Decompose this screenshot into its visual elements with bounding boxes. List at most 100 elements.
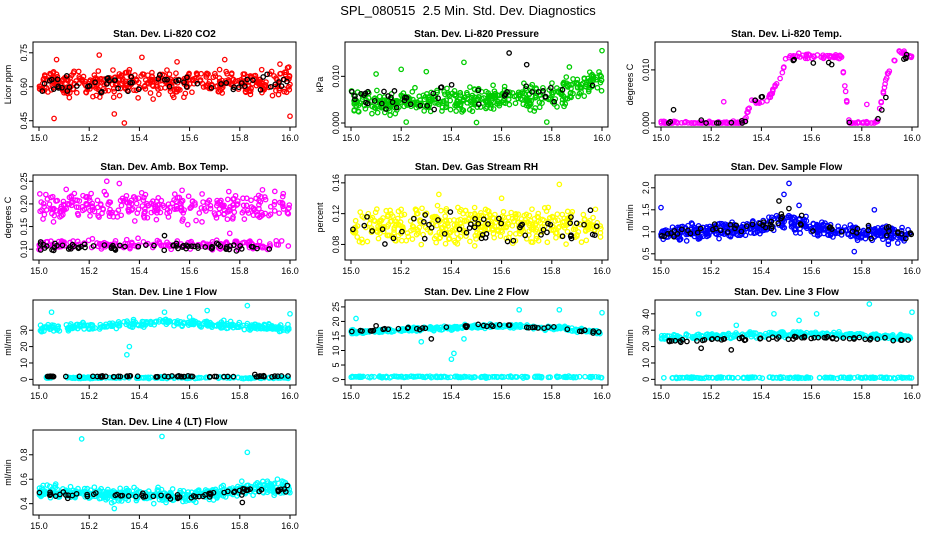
data-point (174, 59, 180, 65)
data-point (444, 85, 450, 92)
data-point (563, 74, 570, 80)
data-point (746, 105, 753, 112)
data-point (205, 71, 211, 77)
data-point (461, 336, 467, 342)
y-tick-label: 0.20 (19, 195, 29, 213)
data-point (543, 119, 550, 125)
data-point (37, 247, 44, 253)
data-point (574, 80, 581, 86)
data-point (110, 67, 116, 73)
data-point (401, 97, 408, 104)
data-point (383, 207, 390, 214)
data-point (371, 217, 377, 224)
y-axis-label: kPa (315, 77, 325, 93)
data-point (478, 212, 485, 219)
data-point (383, 106, 389, 112)
x-tick-label: 15.6 (803, 133, 821, 143)
y-tick-label: 0.15 (19, 218, 29, 236)
data-point (183, 84, 190, 90)
series-sensor-upper (658, 301, 915, 344)
data-point (428, 224, 435, 231)
data-point (506, 101, 513, 108)
x-tick-label: 15.8 (543, 133, 561, 143)
data-point (184, 74, 190, 81)
data-point (41, 80, 48, 87)
data-point (457, 208, 463, 215)
data-point (463, 229, 470, 236)
data-point (364, 213, 370, 220)
data-point (161, 204, 168, 211)
data-point (91, 484, 98, 491)
data-point (118, 202, 125, 209)
data-point (218, 197, 224, 204)
data-point (716, 235, 722, 242)
data-point (350, 226, 356, 233)
data-point (90, 243, 97, 249)
data-point (583, 81, 590, 88)
data-point (498, 223, 505, 230)
data-point (486, 95, 492, 102)
data-point (352, 217, 359, 224)
data-point (871, 120, 878, 126)
data-point (568, 214, 574, 220)
data-point (375, 235, 382, 242)
data-point (142, 82, 148, 89)
data-point (227, 243, 234, 249)
data-point (410, 215, 417, 222)
data-point (685, 119, 692, 126)
data-point (111, 77, 118, 84)
data-point (794, 53, 801, 60)
data-point (387, 112, 393, 119)
data-point (891, 57, 898, 64)
data-point (183, 242, 190, 249)
data-point (372, 209, 379, 216)
data-point (373, 322, 379, 329)
data-point (167, 204, 173, 211)
data-point (447, 106, 454, 113)
data-point (389, 99, 396, 106)
x-tick-label: 15.2 (80, 391, 98, 401)
data-point (574, 232, 580, 238)
data-point (218, 81, 224, 87)
data-point (435, 95, 441, 102)
data-point (586, 69, 593, 76)
y-axis-label: ml/min (3, 459, 13, 486)
data-point (517, 224, 523, 231)
data-point (567, 220, 574, 226)
data-point (181, 94, 187, 101)
data-point (813, 310, 820, 317)
data-point (455, 235, 462, 242)
data-point (100, 206, 107, 213)
series-reference (349, 50, 596, 113)
data-point (454, 101, 461, 108)
data-point (280, 190, 287, 197)
data-point (276, 210, 283, 217)
series-sensor (349, 181, 604, 249)
data-point (542, 93, 549, 100)
data-point (238, 478, 245, 485)
x-tick-label: 15.4 (753, 133, 771, 143)
data-point (369, 228, 376, 234)
y-tick-label: 0 (641, 377, 651, 382)
data-point (559, 96, 566, 103)
data-point (73, 89, 80, 96)
y-axis-label: ml/min (625, 329, 635, 356)
data-point (475, 220, 482, 227)
data-point (193, 217, 199, 224)
data-point (504, 89, 510, 95)
data-point (122, 84, 129, 91)
data-point (153, 216, 160, 223)
data-point (209, 244, 216, 251)
data-point (863, 101, 870, 108)
data-point (283, 69, 290, 76)
data-point (488, 105, 494, 111)
data-point (413, 231, 420, 238)
data-point (224, 196, 231, 203)
data-point (419, 205, 425, 212)
series-sensor (348, 47, 605, 126)
x-tick-label: 15.6 (493, 266, 511, 276)
data-point (191, 243, 197, 250)
data-point (592, 232, 598, 239)
data-point (126, 207, 132, 214)
